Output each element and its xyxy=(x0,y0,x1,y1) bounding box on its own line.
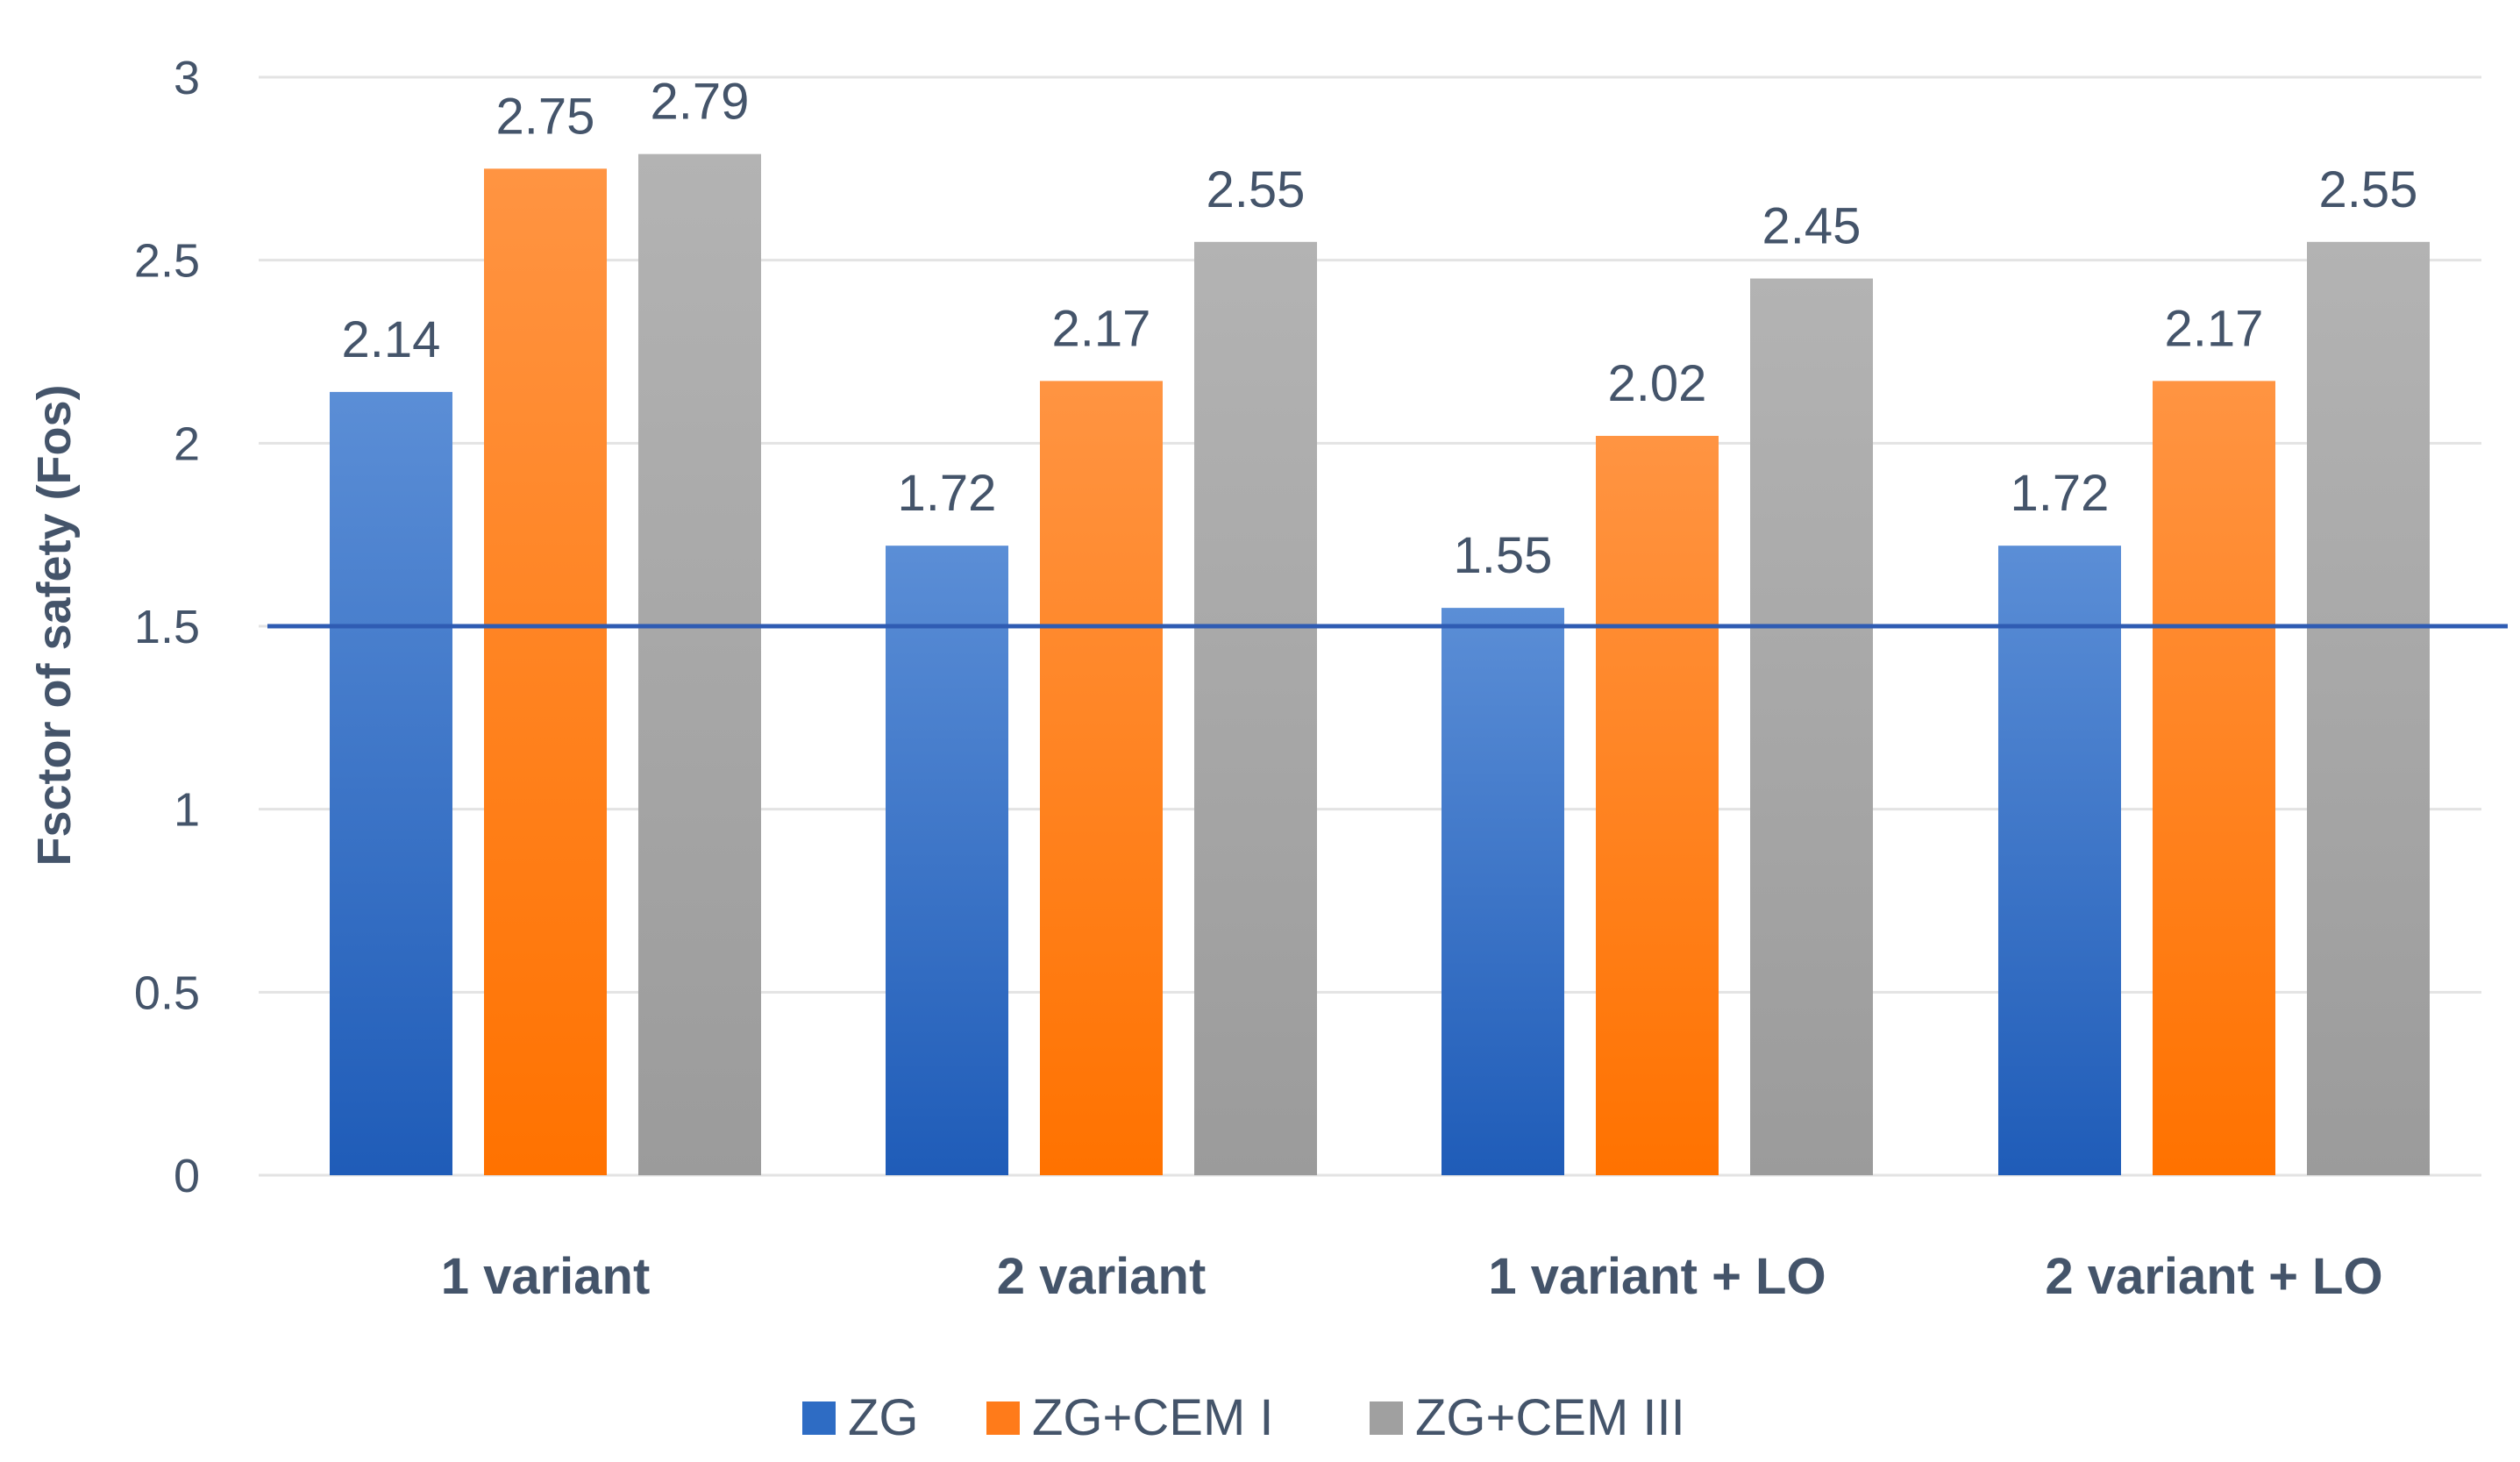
y-tick-label: 0 xyxy=(174,1150,200,1202)
data-label: 2.14 xyxy=(342,311,441,368)
legend-label: ZG+CEM III xyxy=(1415,1389,1685,1446)
bar xyxy=(2153,381,2275,1175)
bars xyxy=(330,153,2430,1175)
y-tick-label: 0.5 xyxy=(134,966,200,1019)
bar xyxy=(638,153,761,1175)
bar xyxy=(1998,546,2121,1175)
bar xyxy=(1040,381,1163,1175)
data-label: 2.55 xyxy=(1207,161,1306,218)
x-axis-categories: 1 variant 2 variant 1 variant + LO 2 varian… xyxy=(441,1248,2383,1305)
legend-swatch xyxy=(986,1401,1020,1435)
y-tick-label: 1.5 xyxy=(134,601,200,653)
data-labels: 2.14 2.75 2.79 1.72 2.17 2.55 1.55 2.02 2.45 1.72… xyxy=(342,74,2418,584)
x-category-label: 1 variant + LO xyxy=(1488,1248,1826,1305)
y-tick-label: 1 xyxy=(174,784,200,837)
data-label: 2.45 xyxy=(1762,198,1862,255)
y-axis-ticks: 0 0.5 1 1.5 2 2.5 3 xyxy=(134,52,200,1202)
data-label: 2.17 xyxy=(1052,300,1151,357)
legend: ZG ZG+CEM I ZG+CEM III xyxy=(802,1389,1685,1446)
y-tick-label: 2.5 xyxy=(134,235,200,288)
data-label: 1.72 xyxy=(2011,465,2110,522)
data-label: 1.55 xyxy=(1454,527,1553,584)
bar xyxy=(1194,241,1317,1175)
bar xyxy=(484,168,607,1175)
bar xyxy=(2307,241,2430,1175)
bar xyxy=(1750,278,1873,1175)
data-label: 2.79 xyxy=(651,74,750,131)
legend-label: ZG+CEM I xyxy=(1032,1389,1274,1446)
legend-label: ZG xyxy=(848,1389,919,1446)
y-tick-label: 2 xyxy=(174,417,200,470)
data-label: 2.02 xyxy=(1608,355,1707,412)
legend-swatch xyxy=(802,1401,836,1435)
data-label: 2.75 xyxy=(496,88,595,145)
data-label: 1.72 xyxy=(898,465,997,522)
x-category-label: 1 variant xyxy=(441,1248,651,1305)
data-label: 2.17 xyxy=(2165,300,2264,357)
bar xyxy=(1442,608,1564,1175)
x-category-label: 2 variant + LO xyxy=(2045,1248,2382,1305)
y-axis-label: Fsctor of safety (Fos) xyxy=(28,384,81,866)
y-tick-label: 3 xyxy=(174,52,200,104)
legend-swatch xyxy=(1370,1401,1403,1435)
data-label: 2.55 xyxy=(2319,161,2418,218)
bar xyxy=(886,546,1008,1175)
bar xyxy=(1596,435,1719,1175)
bar xyxy=(330,391,452,1175)
x-category-label: 2 variant xyxy=(997,1248,1207,1305)
